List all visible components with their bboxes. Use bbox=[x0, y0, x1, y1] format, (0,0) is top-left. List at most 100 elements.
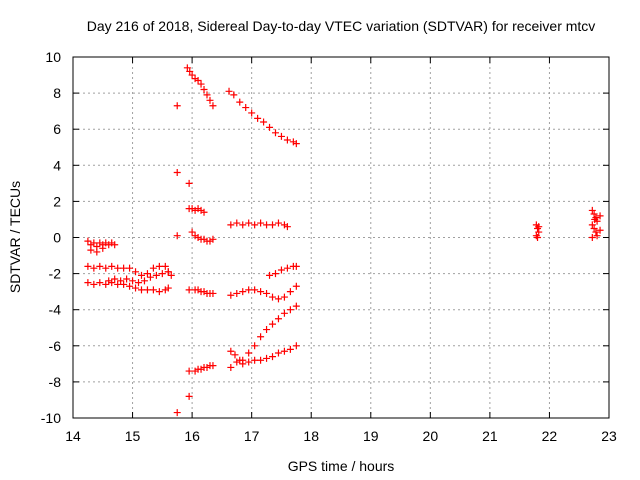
series-track-r bbox=[588, 206, 604, 241]
data-point bbox=[185, 286, 193, 294]
data-point bbox=[251, 221, 259, 229]
data-point bbox=[242, 104, 250, 112]
data-point bbox=[185, 367, 193, 375]
data-point bbox=[143, 270, 151, 278]
data-point bbox=[197, 80, 205, 88]
data-point bbox=[137, 286, 145, 294]
data-point bbox=[203, 91, 211, 99]
data-point bbox=[132, 284, 140, 292]
data-point bbox=[292, 140, 300, 148]
series-track-g bbox=[185, 205, 208, 216]
data-points bbox=[84, 64, 604, 417]
data-point bbox=[227, 291, 235, 299]
data-point bbox=[263, 221, 271, 229]
y-tick-label: -8 bbox=[49, 374, 62, 390]
data-point bbox=[108, 262, 116, 270]
data-point bbox=[245, 349, 253, 357]
data-point bbox=[233, 289, 241, 297]
x-tick-label: 16 bbox=[184, 428, 200, 444]
data-point bbox=[596, 212, 604, 220]
grid bbox=[73, 57, 609, 418]
data-point bbox=[277, 132, 285, 140]
y-tick-label: 4 bbox=[53, 157, 61, 173]
data-point bbox=[146, 273, 154, 281]
data-point bbox=[286, 288, 294, 296]
x-tick-label: 15 bbox=[125, 428, 141, 444]
data-point bbox=[149, 286, 157, 294]
x-tick-label: 21 bbox=[482, 428, 498, 444]
data-point bbox=[590, 224, 598, 232]
data-point bbox=[251, 286, 259, 294]
data-point bbox=[292, 342, 300, 350]
data-point bbox=[209, 362, 217, 370]
data-point bbox=[280, 293, 288, 301]
data-point bbox=[90, 280, 98, 288]
data-point bbox=[87, 246, 95, 254]
data-point bbox=[239, 356, 247, 364]
data-point bbox=[236, 98, 244, 106]
data-point bbox=[188, 228, 196, 236]
y-tick-label: 6 bbox=[53, 121, 61, 137]
data-point bbox=[183, 64, 191, 72]
data-point bbox=[274, 349, 282, 357]
data-point bbox=[269, 353, 277, 361]
series-track-d bbox=[105, 268, 172, 287]
data-point bbox=[120, 280, 128, 288]
series-track-a bbox=[84, 237, 119, 256]
data-point bbox=[254, 114, 262, 122]
data-point bbox=[129, 277, 137, 285]
data-point bbox=[102, 264, 110, 272]
data-point bbox=[185, 179, 193, 187]
x-tick-label: 22 bbox=[542, 428, 558, 444]
data-point bbox=[117, 277, 125, 285]
data-point bbox=[283, 264, 291, 272]
data-point bbox=[593, 232, 601, 240]
x-axis-label: GPS time / hours bbox=[288, 458, 395, 474]
data-point bbox=[588, 221, 596, 229]
data-point bbox=[99, 244, 107, 252]
y-tick-label: 10 bbox=[45, 49, 61, 65]
data-point bbox=[292, 262, 300, 270]
data-point bbox=[206, 96, 214, 104]
data-point bbox=[209, 235, 217, 243]
data-point bbox=[257, 356, 265, 364]
data-point bbox=[280, 347, 288, 355]
x-tick-labels: 14 15 16 17 18 19 20 21 22 23 bbox=[65, 428, 617, 444]
data-point bbox=[149, 264, 157, 272]
data-point bbox=[155, 288, 163, 296]
data-point bbox=[286, 306, 294, 314]
series-track-j bbox=[185, 362, 217, 375]
data-point bbox=[155, 262, 163, 270]
data-point bbox=[269, 221, 277, 229]
data-point bbox=[209, 289, 217, 297]
data-point bbox=[96, 279, 104, 287]
data-point bbox=[102, 280, 110, 288]
data-point bbox=[185, 392, 193, 400]
data-point bbox=[173, 102, 181, 110]
data-point bbox=[173, 169, 181, 177]
data-point bbox=[209, 102, 217, 110]
data-point bbox=[269, 293, 277, 301]
data-point bbox=[188, 71, 196, 79]
data-point bbox=[588, 206, 596, 214]
data-point bbox=[227, 347, 235, 355]
data-point bbox=[114, 280, 122, 288]
data-point bbox=[161, 262, 169, 270]
series-track-q bbox=[532, 221, 543, 241]
data-point bbox=[114, 264, 122, 272]
data-point bbox=[111, 275, 119, 283]
data-point bbox=[200, 85, 208, 93]
data-point bbox=[266, 271, 274, 279]
data-point bbox=[263, 289, 271, 297]
data-point bbox=[257, 288, 265, 296]
series-track-c bbox=[84, 279, 172, 296]
data-point bbox=[227, 221, 235, 229]
x-tick-label: 19 bbox=[363, 428, 379, 444]
data-point bbox=[230, 91, 238, 99]
x-tick-label: 20 bbox=[423, 428, 439, 444]
y-tick-labels: -10 -8 -6 -4 -2 0 2 4 6 8 10 bbox=[41, 49, 61, 426]
series-track-f bbox=[183, 64, 217, 110]
data-point bbox=[93, 248, 101, 256]
y-tick-label: 8 bbox=[53, 85, 61, 101]
